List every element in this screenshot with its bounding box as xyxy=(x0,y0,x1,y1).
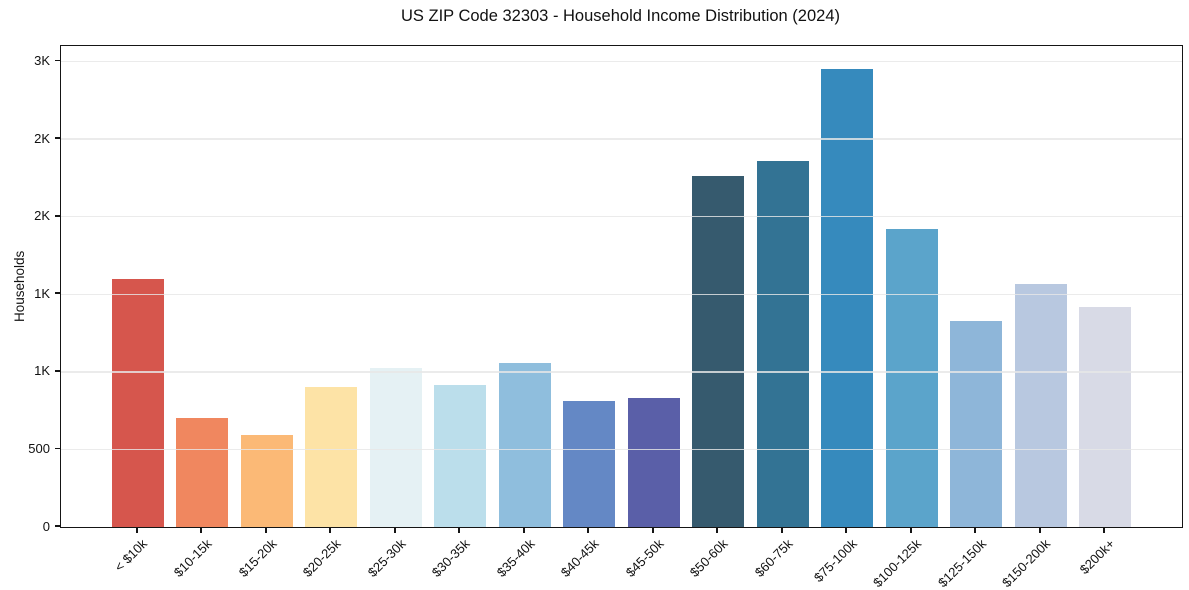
x-tick-mark xyxy=(780,527,783,534)
bar-$50-60k xyxy=(692,176,745,527)
y-tick-label: 500 xyxy=(28,440,50,456)
y-tick-mark xyxy=(55,447,60,450)
y-tick-mark xyxy=(55,369,60,372)
y-tick-mark xyxy=(55,525,60,527)
x-tick-mark xyxy=(587,527,590,534)
y-tick-mark xyxy=(55,214,60,217)
x-tick-label: $50-60k xyxy=(687,536,731,580)
x-tick-mark xyxy=(135,527,138,534)
x-tick-label: $45-50k xyxy=(622,536,667,580)
bar-$40-45k xyxy=(563,401,616,527)
y-tick-label: 2K xyxy=(34,130,50,146)
x-tick-label: $100-125k xyxy=(870,536,925,590)
y-tick-mark xyxy=(55,137,60,139)
x-tick-label: $30-35k xyxy=(429,536,473,580)
y-tick-mark xyxy=(55,292,60,295)
x-tick-label: $40-45k xyxy=(558,536,602,580)
gridline-500 xyxy=(61,448,1182,451)
x-tick-label: $10-15k xyxy=(171,536,215,580)
x-tick-label: $60-75k xyxy=(751,536,796,580)
bar-$25-30k xyxy=(369,367,422,527)
bar-$10-15k xyxy=(176,417,229,527)
gridline-1500 xyxy=(61,293,1182,295)
x-tick-label: < $10k xyxy=(111,536,151,575)
x-tick-label: $200k+ xyxy=(1076,536,1118,578)
bar-$150-200k xyxy=(1014,284,1067,527)
y-tick-label: 2K xyxy=(34,208,50,224)
bar-< $10k xyxy=(111,278,164,527)
x-tick-label: $20-25k xyxy=(300,536,344,580)
bar-$100-125k xyxy=(885,229,938,527)
gridline-3000 xyxy=(61,60,1182,63)
bar-$125-150k xyxy=(950,320,1003,527)
y-tick-label: 3K xyxy=(34,53,50,69)
x-tick-mark xyxy=(329,527,332,534)
x-tick-mark xyxy=(458,527,461,534)
x-tick-mark xyxy=(1038,527,1041,534)
x-tick-mark xyxy=(522,527,525,534)
x-tick-mark xyxy=(200,527,203,534)
x-tick-label: $150-200k xyxy=(999,536,1054,590)
bar-$30-35k xyxy=(434,385,487,527)
chart-title: US ZIP Code 32303 - Household Income Dis… xyxy=(400,7,840,25)
x-tick-label: $75-100k xyxy=(810,536,860,585)
x-tick-label: $125-150k xyxy=(934,536,989,590)
x-tick-mark xyxy=(845,527,848,534)
gridline-1000 xyxy=(61,371,1182,373)
y-tick-label: 1K xyxy=(34,285,50,301)
y-tick-label: 1K xyxy=(34,363,50,379)
x-tick-mark xyxy=(974,527,977,534)
x-tick-mark xyxy=(716,527,719,534)
x-tick-label: $25-30k xyxy=(364,536,409,580)
bar-$75-100k xyxy=(821,68,874,527)
gridline-2500 xyxy=(61,138,1182,140)
x-tick-mark xyxy=(1103,527,1106,534)
x-tick-label: $15-20k xyxy=(235,536,280,580)
bar-$60-75k xyxy=(756,160,809,527)
plot-area xyxy=(60,45,1183,528)
x-tick-mark xyxy=(909,527,912,534)
bar-$20-25k xyxy=(305,386,358,527)
x-tick-label: $35-40k xyxy=(493,536,538,580)
y-tick-label: 0 xyxy=(42,518,50,534)
y-tick-mark xyxy=(55,59,60,62)
x-tick-mark xyxy=(264,527,267,534)
x-tick-mark xyxy=(651,527,654,534)
gridline-2000 xyxy=(61,215,1182,218)
x-tick-mark xyxy=(393,527,396,534)
bar-$35-40k xyxy=(498,362,551,527)
bar-$200k+ xyxy=(1079,306,1132,527)
bar-$45-50k xyxy=(627,398,680,527)
